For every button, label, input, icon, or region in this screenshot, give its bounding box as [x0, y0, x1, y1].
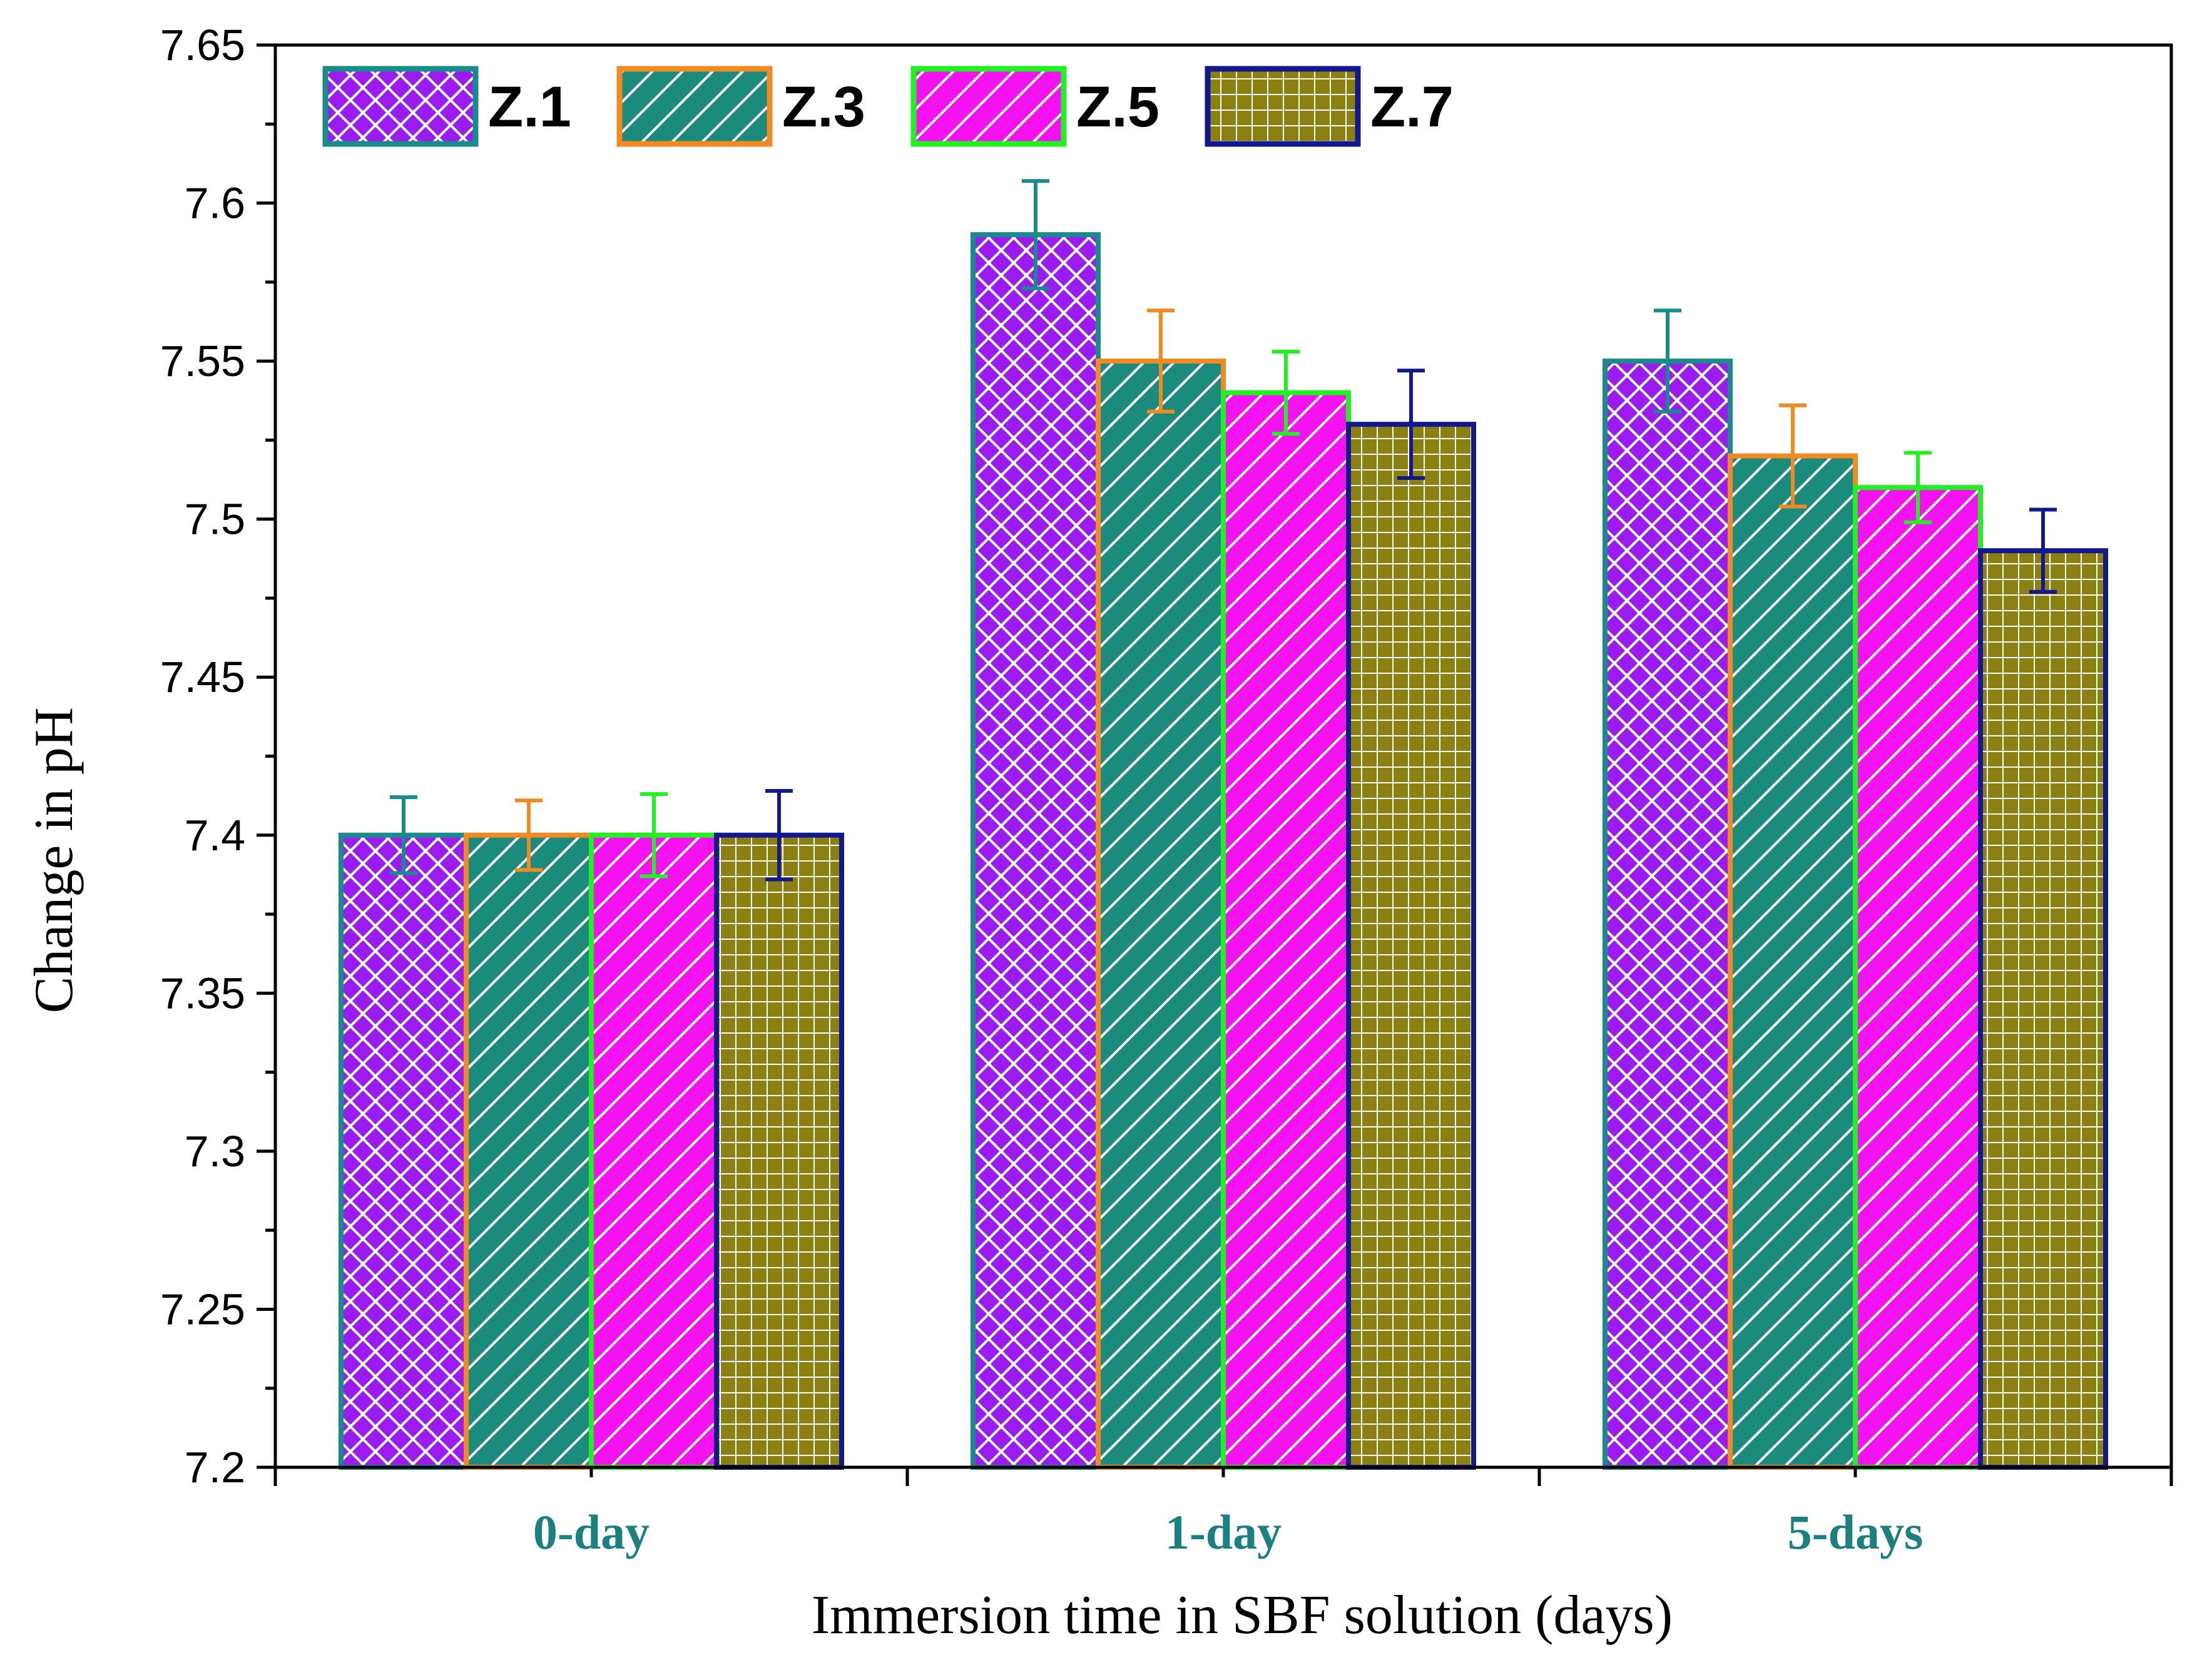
axes: 0-day 1-day 5-days 7.2 7.25 7.3 7.35 7.4 7.45 7.5… — [160, 21, 2173, 1559]
bar-z5-0-day — [589, 832, 719, 1470]
error-bar-z3-5-days — [1779, 403, 1807, 509]
y-tick-label: 7.3 — [185, 1127, 245, 1176]
bar-z1-5-days — [1603, 359, 1733, 1470]
y-tick-label: 7.25 — [160, 1285, 245, 1333]
plot-area — [339, 179, 2108, 1470]
error-bar-z7-1-day — [1397, 369, 1425, 481]
error-bar-z5-0-day — [640, 792, 668, 878]
y-tick-label: 7.45 — [160, 653, 245, 701]
legend-label-z1: Z.1 — [488, 75, 571, 139]
bar-z3-5-days — [1728, 453, 1858, 1470]
bar-z7-1-day — [1346, 422, 1476, 1470]
y-tick-label: 7.6 — [185, 179, 245, 228]
legend-label-z7: Z.7 — [1370, 75, 1454, 139]
error-bar-z3-1-day — [1147, 308, 1175, 414]
legend-swatch-z3 — [616, 66, 773, 147]
bar-z1-0-day — [339, 832, 469, 1470]
y-tick-label: 7.5 — [185, 495, 245, 544]
error-bar-z7-5-days — [2029, 507, 2057, 594]
y-tick-label: 7.55 — [160, 337, 245, 385]
legend-swatch-z1 — [322, 66, 479, 147]
bar-z7-0-day — [714, 832, 844, 1470]
bar-z3-1-day — [1096, 359, 1226, 1470]
error-bar-z1-5-days — [1654, 308, 1681, 414]
y-tick-label: 7.2 — [185, 1443, 245, 1492]
y-axis-title: Change in pH — [24, 708, 84, 1014]
error-bar-z5-1-day — [1272, 349, 1300, 436]
y-tick-label: 7.65 — [160, 21, 245, 69]
x-tick-label: 0-day — [533, 1505, 650, 1559]
bar-z7-5-days — [1978, 548, 2108, 1470]
legend-swatch-z5 — [910, 66, 1067, 147]
error-bar-z5-5-days — [1904, 451, 1932, 524]
legend-swatch-z7 — [1205, 66, 1361, 147]
x-tick-label: 1-day — [1165, 1505, 1282, 1559]
y-tick-label: 7.35 — [160, 969, 245, 1017]
bar-z1-1-day — [971, 232, 1101, 1470]
bar-z5-1-day — [1221, 390, 1351, 1470]
y-tick-label: 7.4 — [185, 811, 245, 860]
x-tick-label: 5-days — [1788, 1505, 1924, 1559]
error-bar-z1-0-day — [390, 795, 417, 875]
error-bar-z1-1-day — [1022, 179, 1049, 290]
legend-label-z5: Z.5 — [1076, 75, 1160, 139]
legend-label-z3: Z.3 — [782, 75, 865, 139]
bar-z5-5-days — [1853, 485, 1983, 1470]
error-bar-z3-0-day — [515, 798, 543, 872]
bar-z3-0-day — [464, 832, 594, 1470]
legend: Z.1 Z.3 Z.5 Z.7 — [322, 66, 1454, 147]
x-axis-title: Immersion time in SBF solution (days) — [812, 1585, 1673, 1646]
error-bar-z7-0-day — [765, 789, 793, 882]
